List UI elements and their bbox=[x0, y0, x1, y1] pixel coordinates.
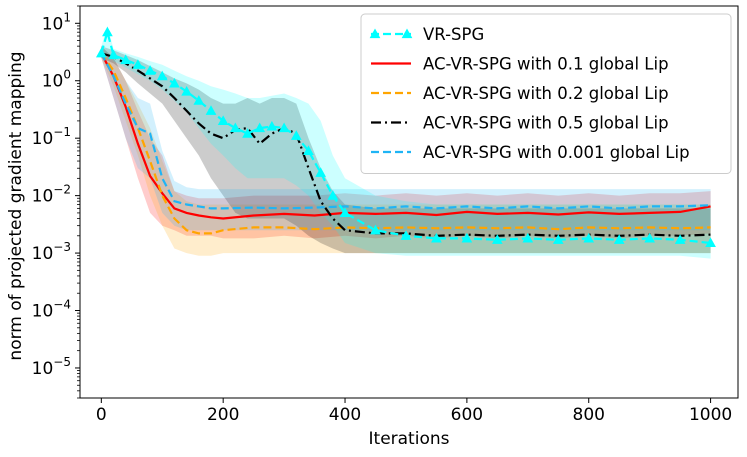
series-point bbox=[242, 128, 253, 138]
legend-box bbox=[360, 13, 732, 174]
y-tick-label: 10−5 bbox=[32, 355, 71, 379]
y-tick-label: 10−3 bbox=[32, 240, 71, 264]
series-point bbox=[552, 234, 564, 244]
legend-label: AC-VR-SPG with 0.5 global Lip bbox=[423, 114, 669, 133]
series-point bbox=[644, 232, 656, 243]
series-point bbox=[370, 224, 381, 235]
series-point bbox=[156, 70, 168, 81]
series-point bbox=[144, 65, 156, 75]
series-band-3 bbox=[101, 46, 711, 231]
series-point bbox=[132, 59, 144, 69]
y-tick-label: 100 bbox=[42, 68, 71, 92]
series-point bbox=[266, 120, 278, 131]
series-point bbox=[95, 47, 107, 58]
y-tick-label: 10−1 bbox=[32, 125, 71, 149]
series-point bbox=[583, 232, 595, 243]
x-axis-label: Iterations bbox=[369, 429, 450, 449]
series-point bbox=[705, 237, 716, 248]
legend: VR-SPG AC-VR-SPG with 0.1 global Lip AC-VR… bbox=[360, 13, 732, 174]
series-point bbox=[217, 115, 229, 125]
series-band-2 bbox=[101, 46, 711, 254]
legend-label: AC-VR-SPG with 0.001 global Lip bbox=[423, 143, 690, 162]
series-point bbox=[400, 230, 412, 240]
series-point bbox=[674, 234, 686, 244]
series-point bbox=[278, 122, 290, 133]
legend-marker bbox=[401, 28, 413, 39]
series-point bbox=[102, 26, 113, 37]
series-point bbox=[339, 207, 351, 218]
series-point bbox=[290, 130, 302, 140]
plot-frame bbox=[79, 5, 739, 399]
x-axis-ticks: 0 200 400 600 800 1000 bbox=[96, 398, 732, 425]
y-axis-label: norm of projected gradient mapping bbox=[6, 51, 26, 360]
series-point bbox=[491, 234, 503, 244]
series-point bbox=[327, 190, 339, 200]
series-point bbox=[613, 234, 625, 244]
series-lines bbox=[95, 26, 716, 248]
y-tick-label: 10−2 bbox=[32, 183, 71, 207]
series-point bbox=[461, 232, 473, 243]
series-point bbox=[120, 54, 132, 65]
y-axis-ticks: 10−5 10−4 10−3 10−2 10−1 100 101 bbox=[32, 5, 80, 399]
x-tick-label: 200 bbox=[207, 405, 239, 425]
legend-label: VR-SPG bbox=[423, 25, 484, 44]
x-tick-label: 600 bbox=[451, 405, 483, 425]
y-tick-label: 101 bbox=[42, 10, 71, 34]
series-line-4 bbox=[100, 28, 711, 245]
series-line-3 bbox=[100, 52, 711, 210]
series-point bbox=[431, 232, 442, 243]
legend-label: AC-VR-SPG with 0.2 global Lip bbox=[423, 84, 669, 103]
series-point bbox=[315, 167, 327, 177]
x-tick-label: 1000 bbox=[689, 405, 732, 425]
series-line-1 bbox=[100, 52, 711, 235]
y-tick-label: 10−4 bbox=[32, 298, 71, 322]
x-tick-label: 0 bbox=[96, 405, 107, 425]
series-point bbox=[193, 95, 205, 105]
x-tick-label: 400 bbox=[329, 405, 361, 425]
x-tick-label: 800 bbox=[573, 405, 605, 425]
series-band-0 bbox=[101, 46, 711, 239]
series-point bbox=[205, 105, 217, 115]
series-point bbox=[108, 49, 119, 60]
series-point bbox=[522, 232, 534, 243]
series-point bbox=[254, 122, 266, 133]
legend-label: AC-VR-SPG with 0.1 global Lip bbox=[423, 55, 669, 74]
series-point bbox=[303, 145, 314, 156]
series-point bbox=[169, 77, 180, 88]
series-line-0 bbox=[100, 52, 711, 220]
legend-marker bbox=[369, 28, 381, 39]
series-point bbox=[230, 122, 241, 133]
series-point bbox=[181, 85, 192, 96]
